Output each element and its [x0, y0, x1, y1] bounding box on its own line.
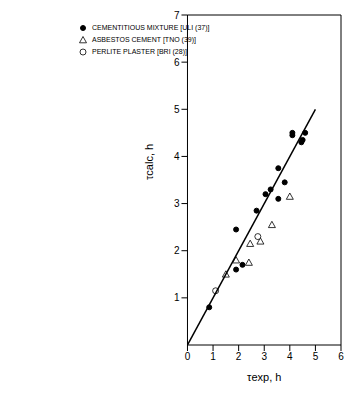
svg-text:5: 5	[174, 104, 180, 115]
svg-text:6: 6	[174, 57, 180, 68]
svg-text:1: 1	[210, 351, 216, 362]
svg-text:6: 6	[338, 351, 344, 362]
svg-text:0: 0	[185, 351, 191, 362]
html-text:CEMENTITIOUS MIXTURE [ULI (37): CEMENTITIOUS MIXTURE [ULI (37)]	[92, 24, 210, 31]
svg-text:4: 4	[174, 151, 180, 162]
svg-text:τcalc, h: τcalc, h	[143, 144, 155, 180]
svg-text:4: 4	[287, 351, 293, 362]
svg-text:τexp, h: τexp, h	[247, 371, 281, 383]
svg-text:2: 2	[236, 351, 242, 362]
svg-text:1: 1	[174, 292, 180, 303]
svg-text:3: 3	[261, 351, 267, 362]
svg-text:7: 7	[174, 10, 180, 21]
svg-text:2: 2	[174, 245, 180, 256]
svg-text:5: 5	[313, 351, 319, 362]
svg-text:3: 3	[174, 198, 180, 209]
html-text:PERLITE PLASTER [BRI (28)]: PERLITE PLASTER [BRI (28)]	[92, 48, 187, 55]
html-text:ASBESTOS CEMENT [TNO (39)]: ASBESTOS CEMENT [TNO (39)]	[92, 36, 196, 43]
